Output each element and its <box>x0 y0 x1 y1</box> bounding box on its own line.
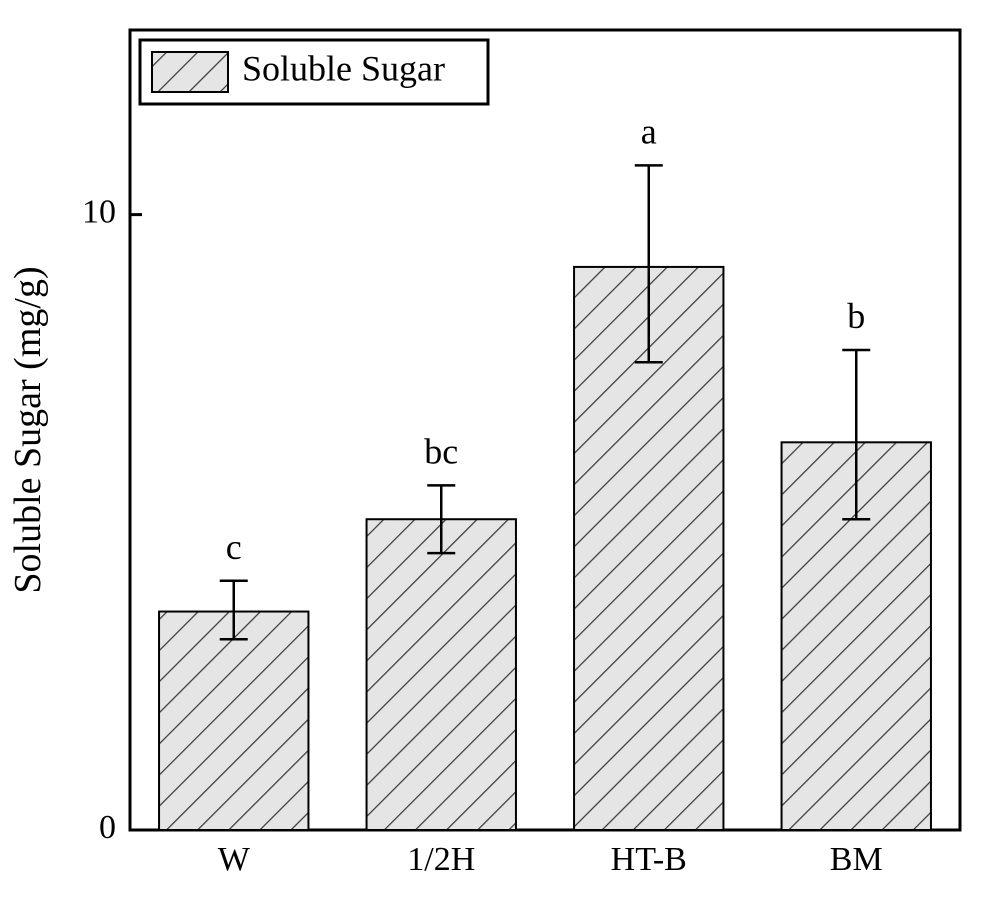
y-tick-label: 0 <box>99 809 116 846</box>
x-tick-label: W <box>218 841 251 878</box>
bar <box>367 519 516 830</box>
legend-label: Soluble Sugar <box>242 48 445 88</box>
bar <box>159 612 308 830</box>
significance-label: bc <box>424 431 458 471</box>
x-tick-label: 1/2H <box>407 841 475 878</box>
x-tick-label: HT-B <box>611 841 687 878</box>
y-tick-label: 10 <box>82 193 116 230</box>
significance-label: c <box>226 527 242 567</box>
significance-label: b <box>847 296 865 336</box>
significance-label: a <box>641 111 657 151</box>
bar-chart: 0 10 Soluble Sugar (mg/g) Wc 1/2H bc HT-B a BM b S… <box>0 0 1000 901</box>
legend: Soluble Sugar <box>140 40 488 104</box>
x-tick-label: BM <box>830 841 883 878</box>
y-axis-label: Soluble Sugar (mg/g) <box>7 266 49 593</box>
